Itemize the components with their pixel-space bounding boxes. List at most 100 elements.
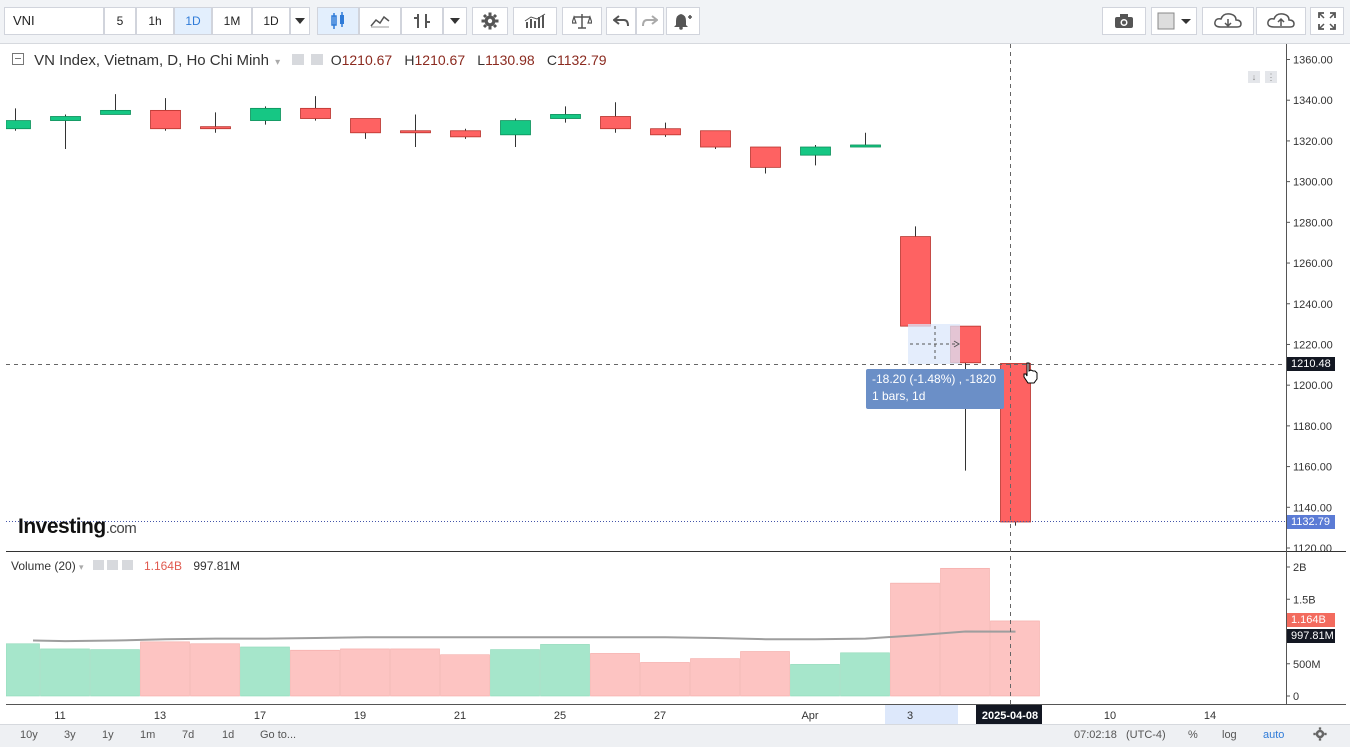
volume-close-icon[interactable]: [121, 560, 133, 570]
save-layout-button[interactable]: [1256, 7, 1306, 35]
time-tick-label: 10: [1104, 710, 1116, 722]
volume-bar: [390, 648, 440, 697]
time-axis-background: [6, 705, 1286, 724]
undo-icon: [613, 15, 629, 27]
volume-legend-title: Volume (20): [11, 559, 76, 573]
price-tick-label: 1300.00: [1293, 177, 1333, 189]
volume-legend-dropdown-icon[interactable]: ▾: [79, 562, 84, 572]
settings-button[interactable]: [472, 7, 508, 35]
chart-settings-button[interactable]: [1313, 727, 1327, 744]
range-10y-button[interactable]: 10y: [20, 729, 38, 741]
load-layout-button[interactable]: [1202, 7, 1254, 35]
interval-dropdown-button[interactable]: [290, 7, 310, 35]
chart-area[interactable]: 1120.00 1140.00 1160.00 1180.00 1200.00 1220.…: [6, 44, 1346, 724]
volume-legend: Volume (20) ▾ 1.164B 997.81M: [11, 559, 240, 573]
interval-1m-button[interactable]: 1M: [212, 7, 252, 35]
volume-settings-icon[interactable]: [107, 560, 119, 570]
log-toggle[interactable]: log: [1222, 729, 1237, 741]
undo-button[interactable]: [606, 7, 636, 35]
line-style-button[interactable]: [359, 7, 401, 35]
volume-bar: [490, 649, 540, 697]
legend-eye-icon[interactable]: [292, 54, 305, 65]
hand-cursor-icon: [1023, 362, 1038, 384]
redo-button[interactable]: [636, 7, 664, 35]
range-3y-button[interactable]: 3y: [64, 729, 76, 741]
volume-bar: [740, 651, 790, 697]
volume-bar: [890, 582, 940, 697]
bars-style-button[interactable]: [401, 7, 443, 35]
volume-bar: [690, 658, 740, 697]
volume-eye-icon[interactable]: [92, 560, 104, 570]
measure-arrowhead: [953, 340, 960, 348]
price-tick-label: 1280.00: [1293, 217, 1333, 229]
clock-timezone[interactable]: (UTC-4): [1126, 729, 1166, 741]
chart-canvas[interactable]: 1120.00 1140.00 1160.00 1180.00 1200.00 1220.…: [6, 44, 1346, 724]
candle-body: [400, 130, 431, 134]
legend-collapse-icon[interactable]: [12, 53, 24, 65]
volume-bar: [40, 648, 90, 697]
time-tick-label: 19: [354, 710, 366, 722]
fullscreen-button[interactable]: [1310, 7, 1344, 35]
main-legend: VN Index, Vietnam, D, Ho Chi Minh ▾ O121…: [12, 52, 607, 69]
percent-toggle[interactable]: %: [1188, 729, 1198, 741]
candle-body: [750, 146, 781, 168]
indicators-icon: [524, 13, 546, 28]
candle-body: [500, 120, 531, 136]
measure-tooltip: -18.20 (-1.48%) , -1820 1 bars, 1d: [866, 369, 1004, 409]
volume-last-tag: 1.164B: [1287, 613, 1335, 627]
goto-date-button[interactable]: Go to...: [260, 729, 297, 741]
candle-body: [250, 107, 281, 121]
volume-bar: [640, 662, 690, 697]
candle-body: [700, 130, 731, 148]
candle-body: [600, 116, 631, 130]
candle-body: [150, 109, 181, 130]
volume-bar: [6, 643, 40, 697]
alert-button[interactable]: [666, 7, 700, 35]
price-tick-label: 1340.00: [1293, 95, 1333, 107]
style-dropdown-button[interactable]: [443, 7, 467, 35]
time-axis-highlight: [885, 705, 958, 724]
time-tick-label: Apr: [801, 710, 818, 722]
compare-button[interactable]: [562, 7, 602, 35]
range-1d-button[interactable]: 1d: [222, 729, 235, 741]
cloud-download-icon: [1214, 13, 1242, 28]
volume-bar: [790, 664, 840, 697]
range-1y-button[interactable]: 1y: [102, 729, 114, 741]
candle-body: [900, 236, 931, 327]
volume-bar: [290, 649, 340, 697]
plot-background: [6, 44, 1286, 704]
volume-tick-label: 0: [1293, 691, 1299, 703]
time-tick-label: 14: [1204, 710, 1216, 722]
volume-ma-line: [32, 630, 1016, 643]
interval-1h-button[interactable]: 1h: [136, 7, 174, 35]
legend-title: VN Index, Vietnam, D, Ho Chi Minh: [34, 52, 269, 69]
indicators-button[interactable]: [513, 7, 557, 35]
pane-more-icon[interactable]: ⋮: [1265, 71, 1277, 83]
legend-settings-icon[interactable]: [310, 54, 323, 65]
volume-ma-tag: 997.81M: [1287, 629, 1335, 643]
screenshot-button[interactable]: [1102, 7, 1146, 35]
interval-1d-button[interactable]: 1D: [174, 7, 212, 35]
candle-body: [6, 120, 31, 130]
interval-current-button[interactable]: 1D: [252, 7, 290, 35]
legend-low-label: L: [477, 52, 486, 68]
gear-icon: [481, 12, 499, 30]
price-tick-label: 1240.00: [1293, 299, 1333, 311]
symbol-input[interactable]: VNI: [4, 7, 104, 35]
volume-bar: [190, 643, 240, 697]
legend-dropdown-icon[interactable]: ▾: [275, 57, 281, 68]
volume-bar: [590, 653, 640, 697]
redo-icon: [642, 15, 658, 27]
auto-toggle[interactable]: auto: [1263, 729, 1285, 741]
range-7d-button[interactable]: 7d: [182, 729, 195, 741]
price-tick-label: 1180.00: [1293, 421, 1332, 433]
price-tick-label: 1120.00: [1293, 543, 1332, 555]
color-theme-button[interactable]: [1151, 7, 1197, 35]
pane-move-down-icon[interactable]: ↓: [1248, 71, 1260, 83]
volume-tick-label: 1.5B: [1293, 594, 1316, 606]
range-1m-button[interactable]: 1m: [140, 729, 156, 741]
volume-tick-label: 2B: [1293, 562, 1306, 574]
candles-style-button[interactable]: [317, 7, 359, 35]
interval-5-button[interactable]: 5: [104, 7, 136, 35]
legend-high-label: H: [404, 52, 415, 68]
